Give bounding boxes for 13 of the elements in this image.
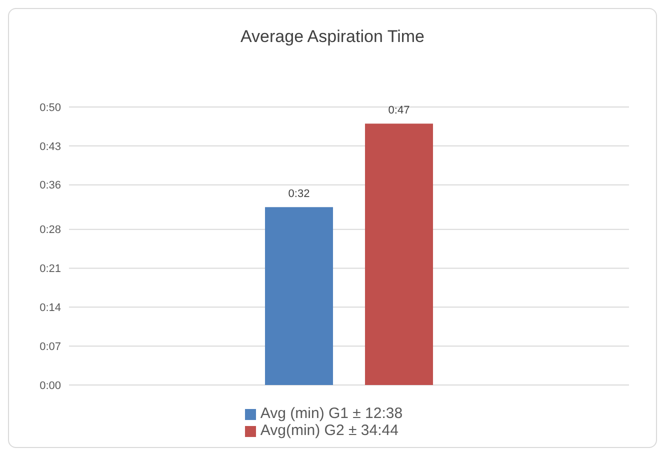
chart-title: Average Aspiration Time (240, 27, 426, 47)
y-tick-label: 0:28 (40, 224, 61, 236)
y-tick-label: 0:07 (40, 340, 61, 353)
y-tick-label: 0:43 (40, 140, 61, 153)
data-label: 0:47 (388, 104, 410, 117)
y-tick-label: 0:21 (40, 263, 61, 276)
legend-label: Avg (min) G1 ± 12:38 (260, 405, 403, 422)
y-tick-label: 0:36 (40, 180, 61, 192)
y-tick-label: 0:14 (40, 302, 61, 314)
data-label: 0:32 (288, 188, 310, 200)
legend-label: Avg(min) G2 ± 34:44 (260, 422, 398, 439)
y-tick-label: 0:00 (40, 380, 61, 392)
y-tick-label: 0:50 (40, 102, 61, 114)
